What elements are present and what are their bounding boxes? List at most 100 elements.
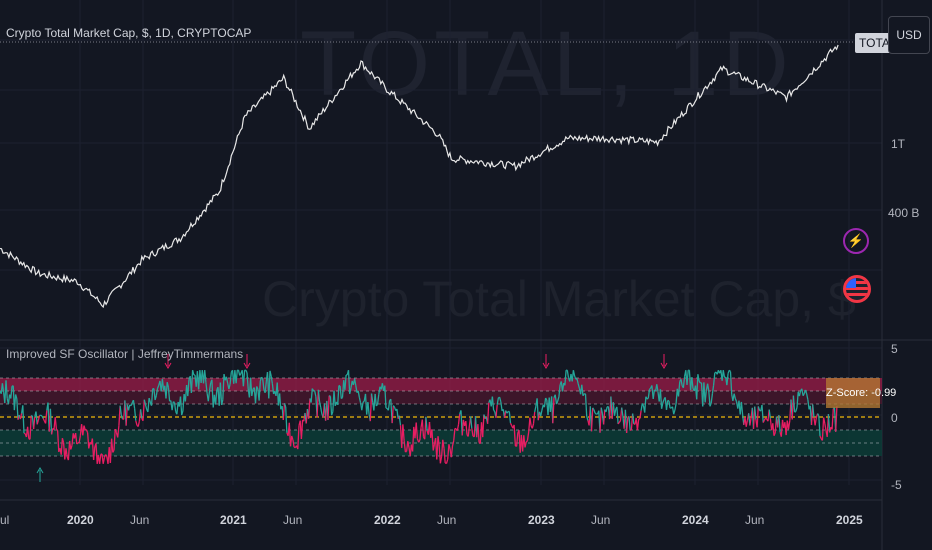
osc-series-segment — [636, 418, 640, 431]
osc-series-segment — [773, 432, 776, 436]
osc-series-segment — [23, 432, 26, 435]
osc-series-segment — [506, 411, 509, 414]
osc-series-segment — [641, 403, 645, 407]
osc-series-segment — [745, 420, 749, 427]
osc-series-segment — [56, 430, 60, 452]
osc-series-segment — [204, 370, 207, 383]
osc-series-segment — [443, 448, 446, 463]
osc-series-segment — [584, 393, 588, 417]
osc-series-segment — [187, 379, 190, 397]
osc-series-segment — [726, 373, 729, 386]
osc-series-segment — [421, 419, 425, 437]
osc-series-segment — [254, 386, 258, 404]
osc-series-segment — [418, 439, 421, 443]
us-flag-icon[interactable] — [843, 275, 871, 303]
osc-series-segment — [445, 459, 449, 464]
osc-series-segment — [317, 389, 321, 402]
osc-series-segment — [167, 387, 171, 402]
osc-series-segment — [384, 385, 387, 409]
osc-series-segment — [419, 427, 422, 441]
osc-series-segment — [431, 429, 434, 451]
osc-series-segment — [794, 411, 797, 413]
osc-series-segment — [524, 441, 527, 448]
osc-series-segment — [132, 400, 136, 409]
osc-series-segment — [613, 409, 617, 416]
osc-series-segment — [659, 389, 663, 409]
osc-series-segment — [98, 454, 102, 464]
osc-series-segment — [344, 375, 347, 390]
osc-series-segment — [566, 370, 570, 379]
osc-series-segment — [656, 384, 659, 393]
osc-series-segment — [629, 429, 632, 432]
osc-series-segment — [74, 433, 78, 445]
osc-series-segment — [396, 408, 399, 419]
osc-series-segment — [668, 400, 671, 409]
osc-series-segment — [402, 424, 405, 441]
osc-series-segment — [802, 393, 805, 397]
osc-series-segment — [86, 432, 90, 449]
osc-series-segment — [154, 395, 157, 401]
osc-series-segment — [540, 410, 543, 417]
osc-series-segment — [249, 377, 253, 397]
osc-series-segment — [70, 445, 73, 450]
osc-series-segment — [214, 389, 218, 405]
osc-series-segment — [536, 398, 539, 421]
osc-series-segment — [264, 381, 267, 393]
oscillator-legend[interactable]: Improved SF Oscillator | JeffreyTimmerma… — [6, 347, 244, 361]
osc-series-segment — [425, 416, 428, 431]
symbol-watermark: TOTAL, 1D — [300, 13, 793, 115]
osc-series-segment — [310, 388, 313, 403]
osc-series-segment — [54, 417, 58, 430]
osc-series-segment — [125, 404, 128, 426]
osc-series-segment — [143, 399, 147, 405]
osc-series-segment — [22, 405, 25, 434]
osc-tick-5: 5 — [891, 342, 898, 356]
osc-series-segment — [297, 425, 300, 450]
osc-series-segment — [349, 387, 352, 395]
osc-series-segment — [268, 370, 271, 399]
osc-series-segment — [258, 381, 261, 401]
osc-series-segment — [190, 370, 194, 394]
osc-series-segment — [220, 399, 224, 406]
osc-series-segment — [191, 370, 195, 375]
osc-series-segment — [711, 385, 715, 394]
time-tick: Jun — [591, 513, 611, 527]
osc-series-segment — [812, 404, 815, 418]
osc-series-segment — [242, 370, 246, 387]
osc-series-segment — [581, 384, 584, 396]
osc-series-segment — [554, 394, 558, 405]
osc-series-segment — [361, 402, 364, 411]
zscore-label: Z-Score: -0.99 — [826, 378, 896, 408]
osc-series-segment — [289, 435, 293, 447]
osc-series-segment — [491, 396, 495, 411]
osc-series-segment — [686, 370, 689, 385]
osc-series-segment — [761, 404, 764, 423]
currency-button[interactable]: USD — [888, 16, 930, 54]
osc-series-segment — [14, 394, 18, 399]
osc-series-segment — [55, 428, 59, 431]
main-legend[interactable]: Crypto Total Market Cap, $, 1D, CRYPTOCA… — [6, 26, 252, 40]
osc-series-segment — [292, 439, 295, 448]
osc-series-segment — [407, 441, 410, 448]
price-series-line — [0, 44, 839, 309]
osc-series-segment — [78, 435, 82, 443]
osc-series-segment — [792, 395, 796, 413]
osc-series-segment — [662, 399, 665, 404]
osc-series-segment — [673, 409, 676, 415]
lightning-icon[interactable]: ⚡ — [843, 228, 869, 254]
osc-series-segment — [235, 370, 238, 384]
osc-series-segment — [260, 376, 264, 380]
osc-series-segment — [710, 393, 714, 404]
osc-series-segment — [113, 429, 116, 451]
osc-series-segment — [50, 428, 54, 435]
osc-series-segment — [649, 387, 652, 390]
osc-series-segment — [698, 380, 701, 384]
time-tick: 2023 — [528, 513, 555, 527]
time-tick: Jun — [437, 513, 457, 527]
osc-series-segment — [757, 406, 761, 411]
osc-series-segment — [139, 409, 143, 419]
osc-series-segment — [652, 389, 656, 399]
osc-series-segment — [439, 456, 443, 464]
sell-arrow-head — [164, 362, 172, 369]
